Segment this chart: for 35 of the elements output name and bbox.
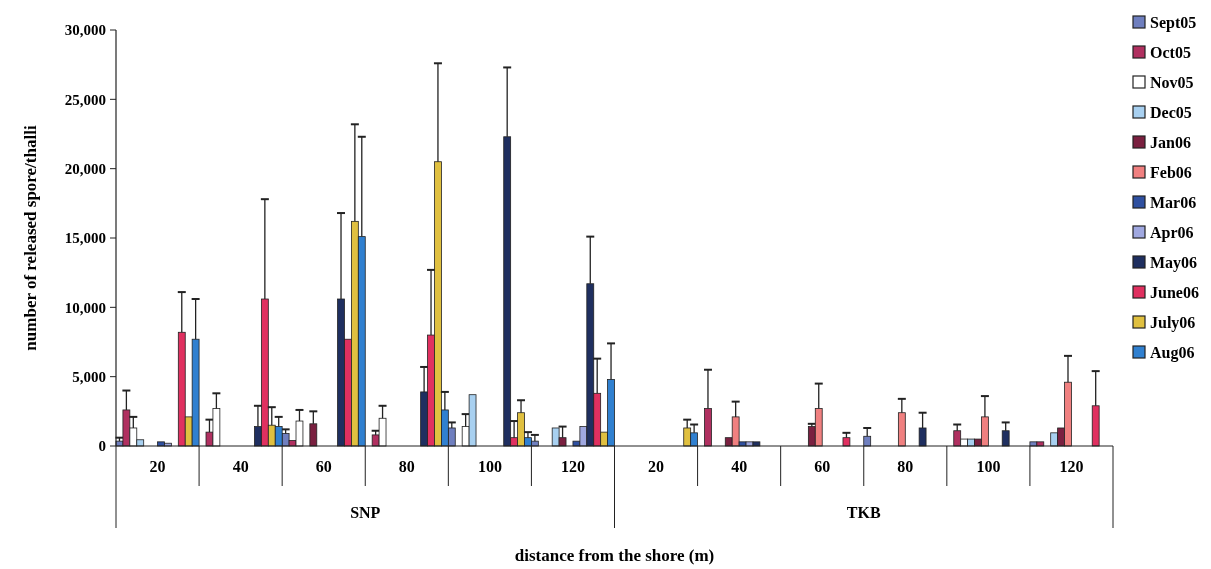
legend-label: Mar06	[1150, 193, 1197, 211]
x-tick-label: 20	[149, 458, 166, 475]
y-tick-label: 30,000	[64, 22, 106, 39]
x-tick-label: 40	[232, 458, 249, 475]
legend-label: Sept05	[1150, 13, 1197, 32]
legend-label: Jan06	[1150, 133, 1191, 151]
x-tick-label: 20	[648, 458, 665, 475]
x-tick-label: 80	[398, 458, 415, 475]
y-axis-title: number of released spore/thalli	[21, 125, 40, 351]
y-tick-label: 25,000	[64, 91, 106, 108]
legend-label: July06	[1150, 313, 1196, 332]
x-axis-title: distance from the shore (m)	[514, 546, 715, 565]
legend-label: Dec05	[1150, 103, 1192, 121]
x-tick-label: 60	[814, 458, 831, 475]
y-tick-label: 15,000	[64, 230, 106, 247]
x-tick-label: 120	[560, 458, 585, 475]
legend-label: June06	[1150, 283, 1199, 301]
text: TKB	[846, 504, 881, 521]
legend-label: May06	[1150, 253, 1198, 272]
x-tick-label: 60	[315, 458, 332, 475]
y-tick-label: 10,000	[64, 299, 106, 316]
text: SNP	[350, 504, 381, 521]
y-tick-label: 20,000	[64, 160, 106, 177]
legend-label: Apr06	[1150, 223, 1194, 242]
x-tick-label: 40	[731, 458, 748, 475]
legend-label: Oct05	[1150, 43, 1191, 61]
legend-label: Nov05	[1150, 73, 1194, 91]
x-tick-label: 80	[897, 458, 914, 475]
x-tick-label: 100	[477, 458, 502, 475]
legend-label: Feb06	[1150, 163, 1192, 181]
y-tick-label: 5,000	[72, 368, 106, 385]
y-tick-label: 0	[98, 438, 106, 455]
x-tick-label: 100	[976, 458, 1001, 475]
x-tick-label: 120	[1059, 458, 1084, 475]
legend-label: Aug06	[1150, 343, 1195, 362]
